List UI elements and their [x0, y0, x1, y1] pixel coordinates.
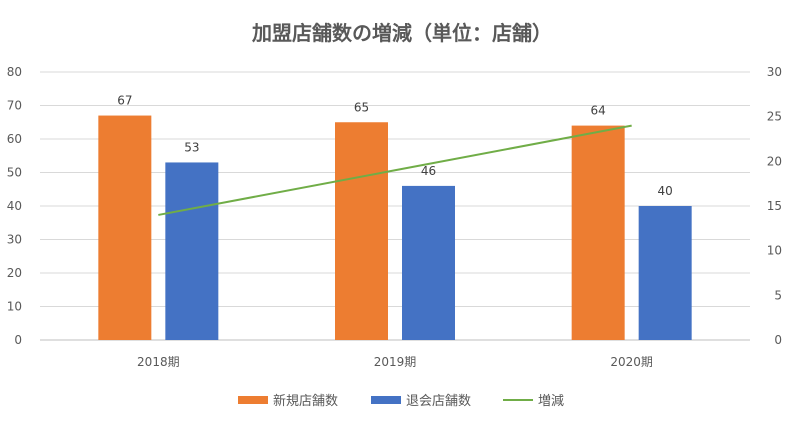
bar-closed: [638, 206, 692, 340]
left-axis-tick-label: 30: [7, 233, 22, 247]
left-axis-tick-label: 60: [7, 132, 22, 146]
chart-title: 加盟店舗数の増減（単位：店舗）: [251, 21, 552, 45]
right-axis-tick-label: 5: [774, 288, 782, 302]
left-axis-tick-label: 80: [7, 65, 22, 79]
legend-item: 退会店舗数: [371, 394, 471, 409]
bar-new: [571, 125, 625, 340]
right-axis-tick-label: 15: [767, 199, 782, 213]
right-axis-tick-label: 0: [774, 333, 782, 347]
right-axis-tick-label: 10: [767, 244, 782, 258]
bar-new: [335, 122, 388, 340]
x-axis-tick-label: 2018期: [137, 355, 180, 369]
data-label: 46: [421, 164, 436, 178]
legend-swatch: [371, 396, 401, 404]
left-axis-tick-label: 50: [7, 166, 22, 180]
bar-closed: [165, 162, 219, 340]
x-axis-tick-label: 2019期: [374, 355, 417, 369]
left-axis-tick-label: 70: [7, 99, 22, 113]
legend-label: 新規店舗数: [273, 393, 338, 409]
right-axis-tick-label: 30: [767, 65, 782, 79]
left-axis-tick-label: 40: [7, 199, 22, 213]
right-axis-tick-label: 20: [767, 154, 782, 168]
right-axis-tick-label: 25: [767, 110, 782, 124]
left-axis-tick-label: 20: [7, 266, 22, 280]
data-label: 64: [591, 104, 606, 118]
legend-label: 増減: [538, 393, 564, 409]
data-label: 67: [117, 94, 132, 108]
legend-label: 退会店舗数: [406, 394, 471, 409]
line-series-change: [158, 124, 632, 216]
legend-item: 新規店舗数: [238, 393, 338, 409]
legend-swatch: [238, 396, 268, 404]
bar-new: [98, 115, 152, 340]
data-label: 53: [184, 140, 199, 154]
data-label: 65: [354, 100, 369, 114]
left-axis-tick-label: 0: [14, 333, 22, 347]
left-axis-tick-label: 10: [7, 300, 22, 314]
x-axis-tick-label: 2020期: [610, 355, 653, 369]
bar-closed: [402, 185, 455, 340]
data-label: 40: [658, 184, 673, 198]
legend-item: 増減: [503, 393, 564, 409]
